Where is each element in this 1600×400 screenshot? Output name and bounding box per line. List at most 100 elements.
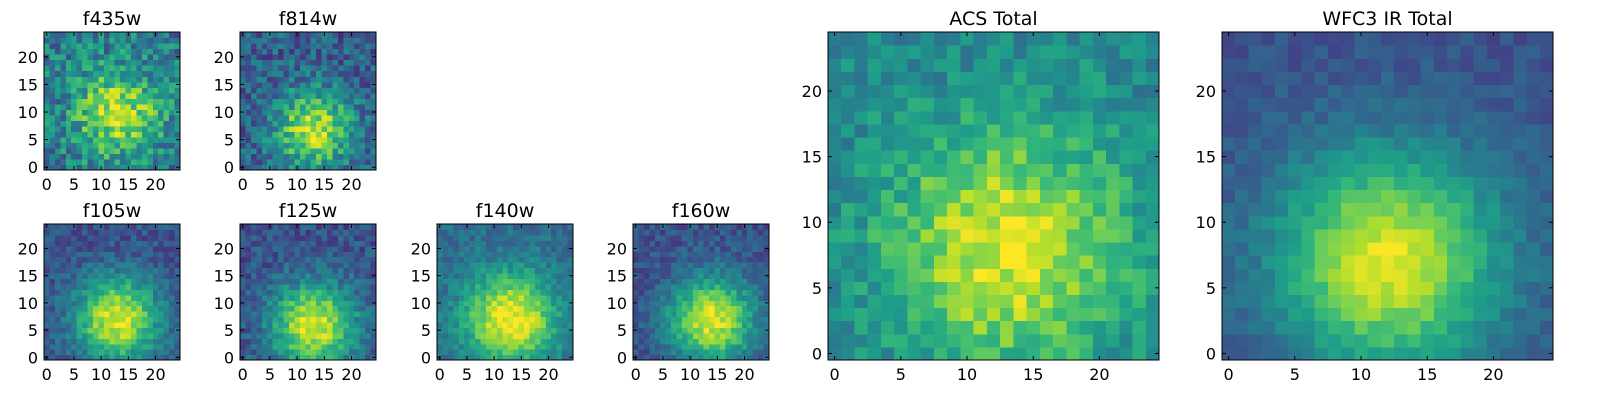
heatmap-cell (125, 338, 132, 345)
heatmap-cell (125, 267, 132, 274)
heatmap-cell (475, 316, 482, 323)
heatmap-cell (880, 45, 895, 59)
heatmap-cell (763, 278, 770, 285)
heatmap-cell (854, 32, 869, 46)
heatmap-cell (267, 120, 274, 127)
heatmap-cell (1513, 346, 1528, 361)
heatmap-cell (114, 305, 121, 312)
heatmap-cell (447, 311, 454, 318)
heatmap-cell (114, 109, 121, 116)
heatmap-cell (556, 338, 563, 345)
heatmap-cell (1000, 189, 1014, 204)
heatmap-cell (534, 294, 541, 301)
heatmap-cell (960, 136, 975, 151)
heatmap-cell (725, 300, 732, 307)
heatmap-cell (1039, 97, 1054, 112)
heatmap-cell (453, 327, 460, 334)
heatmap-cell (44, 332, 51, 339)
heatmap-cell (643, 354, 650, 361)
heatmap-cell (87, 48, 94, 55)
heatmap-cell (87, 316, 94, 323)
heatmap-cell (54, 81, 61, 88)
heatmap-cell (1526, 228, 1541, 243)
heatmap-cell (841, 281, 856, 295)
heatmap-cell (283, 267, 290, 274)
heatmap-cell (638, 262, 645, 269)
heatmap-cell (256, 245, 263, 252)
heatmap-cell (920, 281, 935, 295)
heatmap-cell (1460, 255, 1475, 269)
heatmap-cell (681, 229, 688, 236)
heatmap-cell (920, 333, 935, 348)
heatmap-cell (109, 245, 116, 252)
heatmap-cell (343, 48, 350, 55)
heatmap-cell (671, 349, 678, 356)
heatmap-cell (310, 103, 317, 110)
heatmap-cell (348, 267, 355, 274)
heatmap-cell (933, 307, 948, 322)
heatmap-cell (283, 343, 290, 350)
heatmap-cell (828, 215, 842, 230)
heatmap-cell (1539, 202, 1554, 217)
heatmap-cell (256, 120, 263, 127)
heatmap-cell (147, 229, 154, 236)
heatmap-cell (698, 311, 705, 318)
heatmap-cell (141, 92, 148, 99)
heatmap-cell (98, 349, 105, 356)
heatmap-cell (485, 224, 492, 231)
heatmap-cell (370, 278, 377, 285)
heatmap-cell (480, 321, 487, 328)
heatmap-cell (120, 158, 127, 166)
heatmap-cell (288, 300, 295, 307)
heatmap-cell (321, 343, 328, 350)
heatmap-cell (283, 98, 290, 105)
heatmap-cell (736, 278, 743, 285)
heatmap-cell (256, 65, 263, 72)
heatmap-cell (370, 114, 377, 121)
heatmap-cell (660, 240, 667, 247)
heatmap-cell (502, 251, 509, 258)
heatmap-cell (1486, 333, 1501, 348)
heatmap-cell (475, 343, 482, 350)
heatmap-cell (665, 343, 672, 350)
heatmap-cell (725, 311, 732, 318)
heatmap-cell (98, 234, 105, 241)
heatmap-cell (49, 87, 56, 94)
heatmap-cell (567, 283, 574, 290)
heatmap-cell (687, 343, 694, 350)
heatmap-cell (49, 153, 56, 160)
heatmap-cell (299, 338, 306, 345)
heatmap-cell (71, 316, 78, 323)
heatmap-cell (633, 256, 640, 263)
heatmap-cell (316, 70, 323, 77)
heatmap-cell (894, 58, 909, 72)
heatmap-cell (294, 87, 301, 94)
heatmap-cell (763, 267, 770, 274)
heatmap-cell (92, 125, 99, 132)
heatmap-cell (1066, 333, 1081, 348)
heatmap-cell (131, 43, 138, 50)
heatmap-cell (354, 54, 361, 61)
heatmap-cell (649, 332, 656, 339)
heatmap-cell (305, 224, 312, 231)
heatmap-cell (103, 120, 110, 127)
heatmap-cell (278, 54, 285, 61)
heatmap-cell (633, 262, 640, 269)
heatmap-cell (250, 32, 257, 39)
heatmap-cell (714, 321, 721, 328)
heatmap-cell (71, 142, 78, 149)
heatmap-cell (44, 305, 51, 312)
heatmap-cell (464, 321, 471, 328)
heatmap-cell (103, 92, 110, 99)
heatmap-cell (513, 267, 520, 274)
heatmap-cell (1407, 241, 1422, 256)
heatmap-cell (98, 240, 105, 247)
heatmap-cell (907, 202, 922, 217)
heatmap-cell (98, 76, 105, 83)
heatmap-cell (272, 59, 279, 66)
heatmap-cell (103, 349, 110, 356)
heatmap-cell (310, 136, 317, 143)
heatmap-cell (947, 32, 961, 46)
heatmap-cell (681, 278, 688, 285)
heatmap-cell (491, 229, 498, 236)
